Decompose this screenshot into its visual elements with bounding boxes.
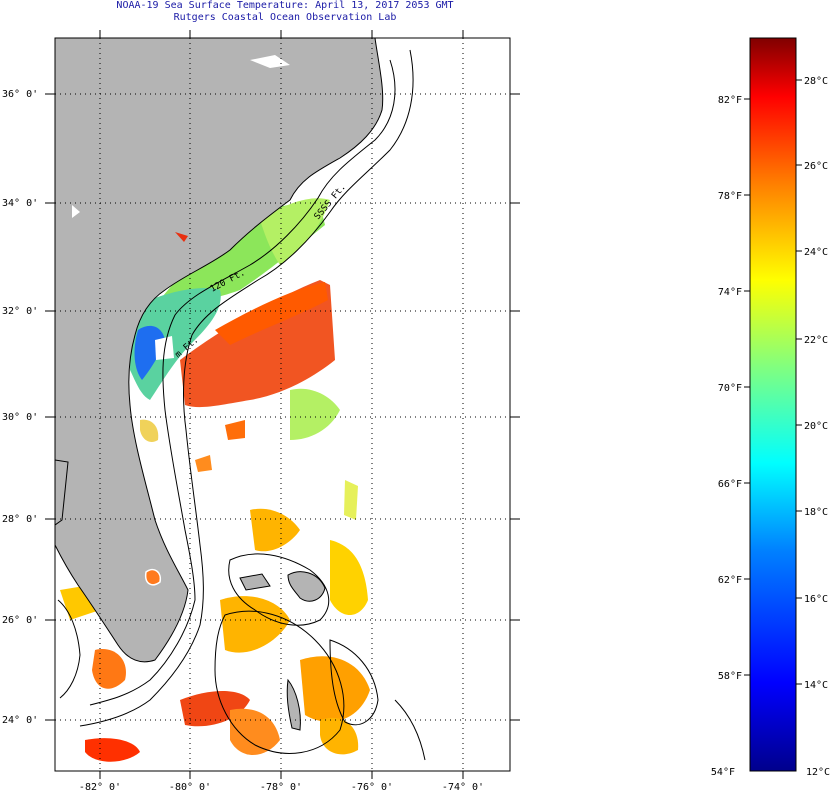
lon-label: -80° 0'	[169, 782, 211, 793]
latitude-labels: 36° 0' 34° 0' 32° 0' 30° 0' 28° 0' 26° 0…	[2, 89, 38, 726]
colorbar-c-label: 16°C	[804, 594, 828, 605]
colorbar-f-label: 74°F	[718, 287, 742, 298]
map-subtitle: Rutgers Coastal Ocean Observation Lab	[173, 12, 397, 23]
lat-label: 34° 0'	[2, 198, 38, 209]
colorbar-c-label: 18°C	[804, 507, 828, 518]
lon-label: -74° 0'	[442, 782, 484, 793]
bahamas-island	[239, 573, 271, 591]
map-title: NOAA-19 Sea Surface Temperature: April 1…	[116, 0, 454, 11]
bahamas-island	[287, 571, 326, 602]
colorbar-c-label: 28°C	[804, 76, 828, 87]
colorbar-c-label: 22°C	[804, 335, 828, 346]
longitude-labels: -82° 0' -80° 0' -78° 0' -76° 0' -74° 0'	[79, 782, 484, 793]
colorbar-gradient	[749, 37, 797, 772]
lon-label: -78° 0'	[260, 782, 302, 793]
bahamas-island	[286, 678, 301, 731]
colorbar-f-label: 70°F	[718, 383, 742, 394]
colorbar-c-label: 26°C	[804, 161, 828, 172]
map-frame	[54, 37, 511, 772]
lat-label: 36° 0'	[2, 89, 38, 100]
colorbar-c-label: 14°C	[804, 680, 828, 691]
colorbar-f-label: 54°F	[711, 767, 735, 778]
colorbar-f-label: 58°F	[718, 671, 742, 682]
colorbar-f-label: 66°F	[718, 479, 742, 490]
lon-label: -82° 0'	[79, 782, 121, 793]
colorbar-f-label: 78°F	[718, 191, 742, 202]
graticule	[55, 38, 510, 771]
lat-label: 28° 0'	[2, 514, 38, 525]
colorbar: 82°F 78°F 74°F 70°F 66°F 62°F 58°F 54°F …	[711, 37, 830, 778]
colorbar-f-label: 62°F	[718, 575, 742, 586]
map-panel: 120 Ft. SSSS Ft. m Ft.	[55, 38, 510, 771]
lat-label: 24° 0'	[2, 715, 38, 726]
colorbar-c-label: 12°C	[806, 767, 830, 778]
colorbar-f-label: 82°F	[718, 95, 742, 106]
map-tick-marks	[45, 30, 520, 779]
lat-label: 26° 0'	[2, 615, 38, 626]
mainland-land	[55, 38, 384, 663]
lon-label: -76° 0'	[351, 782, 393, 793]
colorbar-fahrenheit-ticks	[744, 98, 750, 676]
colorbar-c-label: 24°C	[804, 247, 828, 258]
lake-okeechobee	[144, 568, 162, 586]
lat-label: 30° 0'	[2, 412, 38, 423]
colorbar-celsius-ticks	[796, 79, 802, 685]
colorbar-c-label: 20°C	[804, 421, 828, 432]
lat-label: 32° 0'	[2, 306, 38, 317]
